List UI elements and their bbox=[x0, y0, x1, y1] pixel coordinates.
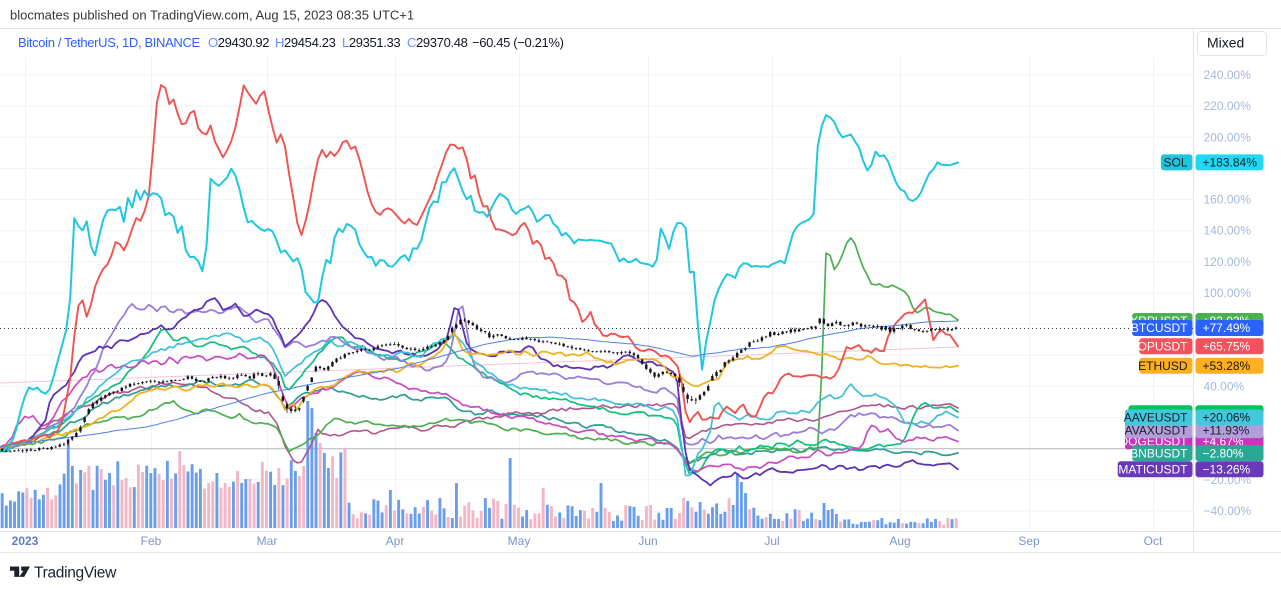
svg-text:Mar: Mar bbox=[257, 534, 278, 548]
svg-text:OPUSDT: OPUSDT bbox=[1137, 340, 1188, 354]
svg-text:240.00%: 240.00% bbox=[1204, 68, 1252, 82]
svg-text:−13.26%: −13.26% bbox=[1203, 463, 1251, 477]
svg-text:+77.49%: +77.49% bbox=[1203, 321, 1251, 335]
svg-text:Sep: Sep bbox=[1018, 534, 1040, 548]
svg-text:160.00%: 160.00% bbox=[1204, 193, 1252, 207]
svg-text:−40.00%: −40.00% bbox=[1204, 504, 1252, 518]
svg-text:TradingView: TradingView bbox=[34, 565, 117, 582]
svg-text:Mixed: Mixed bbox=[1207, 35, 1244, 51]
svg-text:220.00%: 220.00% bbox=[1204, 99, 1252, 113]
svg-text:+53.28%: +53.28% bbox=[1203, 359, 1251, 373]
svg-text:ETHUSD: ETHUSD bbox=[1138, 359, 1188, 373]
svg-text:Feb: Feb bbox=[141, 534, 162, 548]
svg-text:blocmates published on Trading: blocmates published on TradingView.com, … bbox=[10, 8, 414, 23]
svg-text:H29454.23: H29454.23 bbox=[275, 35, 336, 50]
svg-text:Bitcoin / TetherUS, 1D, BINANC: Bitcoin / TetherUS, 1D, BINANCE bbox=[18, 35, 200, 50]
svg-text:140.00%: 140.00% bbox=[1204, 224, 1252, 238]
svg-text:+183.84%: +183.84% bbox=[1203, 156, 1258, 170]
svg-text:SOL: SOL bbox=[1163, 156, 1187, 170]
svg-text:−60.45 (−0.21%): −60.45 (−0.21%) bbox=[472, 35, 564, 50]
svg-text:BNBUSDT: BNBUSDT bbox=[1130, 446, 1188, 460]
svg-text:Oct: Oct bbox=[1144, 534, 1163, 548]
svg-text:BTCUSDT: BTCUSDT bbox=[1131, 321, 1188, 335]
svg-text:AAVEUSDT: AAVEUSDT bbox=[1124, 411, 1188, 425]
svg-text:O29430.92: O29430.92 bbox=[208, 35, 269, 50]
svg-text:MATICUSDT: MATICUSDT bbox=[1118, 463, 1188, 477]
svg-text:120.00%: 120.00% bbox=[1204, 255, 1252, 269]
svg-text:+65.75%: +65.75% bbox=[1203, 340, 1251, 354]
svg-text:100.00%: 100.00% bbox=[1204, 286, 1252, 300]
svg-text:+11.93%: +11.93% bbox=[1203, 423, 1250, 437]
svg-text:−2.80%: −2.80% bbox=[1203, 446, 1244, 460]
svg-text:May: May bbox=[508, 534, 531, 548]
svg-text:+20.06%: +20.06% bbox=[1203, 411, 1251, 425]
svg-text:200.00%: 200.00% bbox=[1204, 130, 1252, 144]
svg-text:AVAXUSDT: AVAXUSDT bbox=[1125, 423, 1189, 437]
svg-text:Aug: Aug bbox=[889, 534, 910, 548]
svg-text:Jul: Jul bbox=[764, 534, 779, 548]
svg-text:Apr: Apr bbox=[386, 534, 405, 548]
svg-text:40.00%: 40.00% bbox=[1204, 379, 1245, 393]
svg-text:2023: 2023 bbox=[12, 534, 39, 548]
svg-text:Jun: Jun bbox=[638, 534, 657, 548]
svg-text:C29370.48: C29370.48 bbox=[407, 35, 468, 50]
svg-text:L29351.33: L29351.33 bbox=[342, 35, 400, 50]
